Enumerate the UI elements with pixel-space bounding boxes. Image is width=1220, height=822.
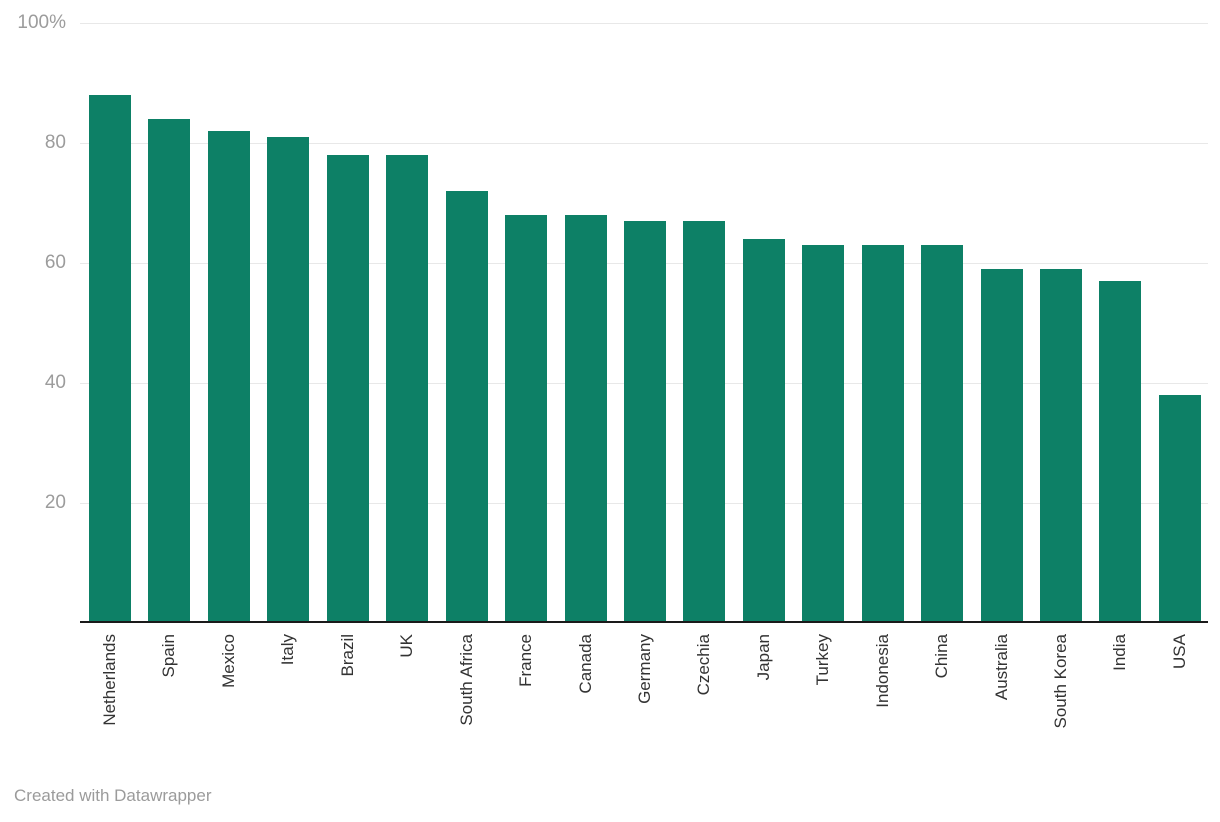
- x-axis-category-label: India: [1110, 634, 1129, 671]
- bar-netherlands: [89, 95, 131, 623]
- bar-usa: [1159, 395, 1201, 623]
- bar-india: [1099, 281, 1141, 623]
- y-axis-tick-label: 80: [44, 132, 66, 153]
- bar-china: [921, 245, 963, 623]
- x-axis-category-label: Japan: [754, 634, 773, 681]
- x-axis-category-label: Australia: [992, 634, 1011, 701]
- x-axis-category-label: Mexico: [219, 634, 238, 688]
- x-axis-category-label: Canada: [576, 634, 595, 694]
- x-axis-category-label: South Africa: [457, 634, 476, 726]
- x-axis-category-label: USA: [1170, 634, 1189, 669]
- x-axis-category-label: UK: [397, 634, 416, 658]
- y-axis-tick-label: 40: [44, 372, 66, 393]
- bar-indonesia: [862, 245, 904, 623]
- bar-canada: [565, 215, 607, 623]
- y-gridline: [80, 142, 1208, 144]
- bar-turkey: [802, 245, 844, 623]
- x-axis-category-label: Turkey: [813, 634, 832, 686]
- bar-japan: [743, 239, 785, 623]
- plot-area: 100% 80 60 40 20: [17, 12, 1208, 623]
- y-gridline: [80, 22, 1208, 24]
- x-axis-category-label: France: [516, 634, 535, 687]
- bar-uk: [386, 155, 428, 623]
- x-axis-category-label: Indonesia: [873, 634, 892, 708]
- x-axis-category-label: Netherlands: [100, 634, 119, 726]
- datawrapper-credit-link[interactable]: Created with Datawrapper: [14, 786, 212, 805]
- y-axis-tick-label: 20: [44, 492, 66, 513]
- y-axis-tick-label: 100%: [17, 12, 66, 33]
- bar-czechia: [683, 221, 725, 623]
- x-axis-category-label: China: [932, 634, 951, 679]
- x-axis-category-label: Italy: [278, 634, 297, 666]
- bar-germany: [624, 221, 666, 623]
- bar-spain: [148, 119, 190, 623]
- y-axis-tick-label: 60: [44, 252, 66, 273]
- x-axis-line: [80, 621, 1208, 623]
- x-axis-category-label: Spain: [159, 634, 178, 678]
- bar-australia: [981, 269, 1023, 623]
- bar-south-korea: [1040, 269, 1082, 623]
- x-axis-category-label: Germany: [635, 634, 654, 704]
- x-axis-category-label: South Korea: [1051, 634, 1070, 729]
- bar-mexico: [208, 131, 250, 623]
- x-axis-category-label: Czechia: [694, 634, 713, 696]
- chart-footer: Created with Datawrapper: [14, 786, 211, 806]
- bar-italy: [267, 137, 309, 623]
- bar-south-africa: [446, 191, 488, 623]
- bar-brazil: [327, 155, 369, 623]
- bar-france: [505, 215, 547, 623]
- x-axis-category-label: Brazil: [338, 634, 357, 677]
